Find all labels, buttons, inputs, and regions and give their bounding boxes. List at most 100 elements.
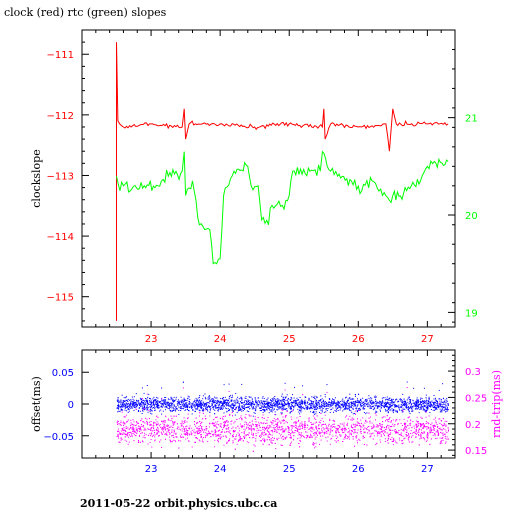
scatter-point — [437, 435, 439, 436]
scatter-point — [228, 439, 230, 441]
scatter-point — [128, 432, 130, 433]
scatter-point — [148, 400, 150, 402]
scatter-point — [412, 441, 414, 443]
scatter-point — [277, 398, 279, 400]
scatter-point — [426, 405, 428, 407]
scatter-point — [147, 424, 149, 426]
scatter-point — [446, 436, 448, 438]
scatter-point — [315, 413, 317, 415]
scatter-point — [314, 438, 316, 440]
scatter-point — [202, 418, 204, 420]
scatter-point — [199, 395, 201, 396]
scatter-point — [400, 398, 402, 400]
scatter-point — [410, 406, 412, 408]
scatter-point — [411, 408, 412, 410]
scatter-point — [183, 405, 185, 407]
scatter-point — [133, 406, 135, 408]
scatter-point — [299, 446, 301, 448]
scatter-point — [117, 423, 119, 425]
scatter-point — [143, 392, 145, 394]
scatter-point — [202, 409, 204, 411]
scatter-point — [404, 403, 406, 405]
scatter-point — [264, 409, 266, 411]
scatter-point — [217, 400, 219, 402]
scatter-point — [195, 437, 197, 439]
scatter-point — [330, 427, 332, 429]
scatter-point — [282, 438, 284, 440]
scatter-point — [396, 411, 398, 413]
scatter-point — [355, 407, 357, 409]
scatter-point — [170, 410, 172, 412]
scatter-point — [149, 401, 151, 403]
scatter-point — [371, 403, 372, 405]
scatter-point — [117, 405, 119, 407]
scatter-point — [408, 410, 410, 412]
scatter-point — [304, 404, 306, 405]
scatter-point — [357, 429, 359, 431]
scatter-point — [232, 410, 234, 411]
scatter-point — [379, 439, 381, 441]
scatter-point — [190, 403, 192, 405]
scatter-point — [144, 400, 146, 402]
scatter-point — [233, 429, 234, 431]
scatter-point — [142, 408, 144, 410]
scatter-point — [243, 406, 245, 407]
scatter-point — [251, 406, 253, 408]
scatter-point — [215, 400, 217, 401]
scatter-point — [220, 408, 222, 410]
scatter-point — [119, 441, 121, 443]
scatter-point — [439, 404, 441, 406]
scatter-point — [172, 422, 174, 424]
scatter-point — [155, 401, 157, 403]
scatter-point — [204, 396, 206, 398]
scatter-point — [183, 421, 185, 422]
scatter-point — [401, 410, 403, 411]
scatter-point — [261, 406, 263, 408]
scatter-point — [260, 400, 262, 402]
scatter-point — [362, 436, 364, 438]
scatter-point — [300, 406, 302, 408]
scatter-point — [418, 434, 420, 436]
scatter-point — [320, 439, 322, 441]
scatter-point — [190, 433, 192, 435]
scatter-point — [377, 431, 379, 433]
scatter-point — [164, 420, 166, 422]
scatter-point — [264, 431, 266, 433]
scatter-point — [194, 405, 196, 407]
scatter-point — [272, 422, 274, 424]
scatter-point — [432, 434, 434, 436]
scatter-point — [163, 428, 165, 430]
scatter-point — [310, 411, 312, 413]
scatter-point — [400, 407, 402, 409]
scatter-point — [379, 409, 381, 411]
scatter-point — [321, 403, 322, 405]
scatter-point — [338, 401, 340, 403]
scatter-point — [163, 403, 165, 405]
scatter-point — [320, 413, 322, 414]
scatter-point — [254, 407, 256, 409]
scatter-point — [402, 404, 404, 406]
scatter-point — [266, 429, 268, 431]
scatter-point — [298, 426, 300, 427]
scatter-point — [360, 409, 361, 411]
scatter-point — [298, 419, 300, 421]
scatter-point — [129, 427, 131, 429]
scatter-point — [187, 413, 189, 415]
scatter-point — [224, 399, 226, 401]
scatter-point — [279, 426, 280, 428]
scatter-point — [199, 403, 201, 405]
scatter-point — [251, 437, 253, 439]
scatter-point — [275, 424, 277, 425]
scatter-point — [142, 407, 144, 409]
scatter-point — [149, 406, 151, 408]
scatter-point — [329, 418, 331, 420]
top-y-tick-label--115: −115 — [47, 293, 74, 304]
scatter-point — [144, 409, 145, 411]
scatter-point — [417, 430, 419, 432]
scatter-point — [418, 412, 420, 414]
scatter-point — [185, 406, 187, 408]
scatter-point — [238, 435, 240, 437]
scatter-point — [446, 432, 448, 433]
scatter-point — [322, 400, 324, 402]
scatter-point — [197, 430, 199, 432]
